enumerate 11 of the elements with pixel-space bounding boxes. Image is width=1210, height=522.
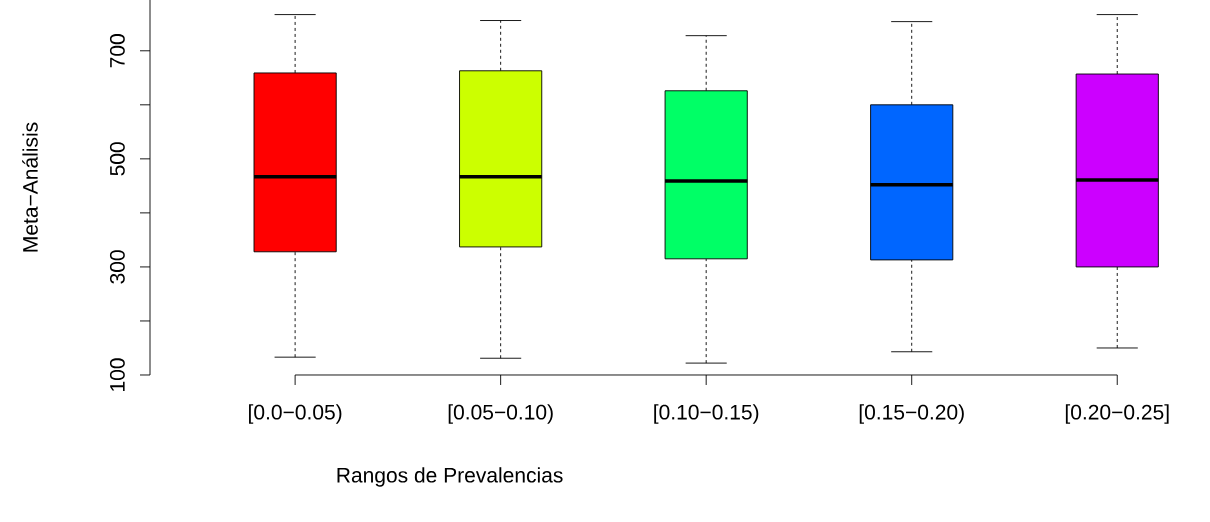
y-axis-title: Meta−Análisis [22,122,38,252]
x-tick-label: [0.05−0.10) [448,404,553,424]
x-tick-label: [0.15−0.20) [859,404,964,424]
x-tick-label: [0.0−0.05) [249,404,342,424]
x-axis-title: Rangos de Prevalencias [337,467,563,487]
y-tick-label: 700 [109,34,125,68]
x-tick-label: [0.20−0.25] [1065,404,1169,424]
x-tick-label: [0.10−0.15) [654,404,759,424]
y-tick-label: 100 [109,358,125,391]
y-tick-label: 300 [109,250,125,284]
y-tick-label: 500 [109,142,125,176]
